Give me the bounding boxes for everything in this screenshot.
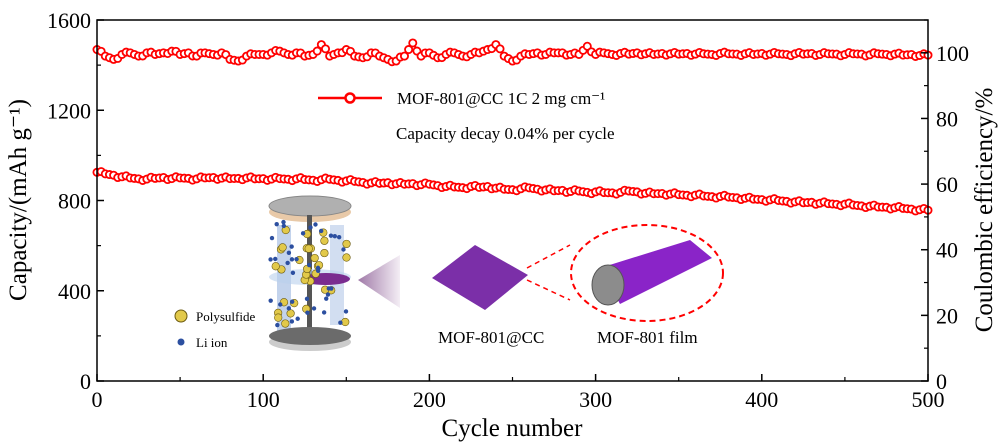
- polysulfide-particle: [342, 253, 351, 262]
- li-ion-particle: [274, 221, 279, 227]
- li-ion-particle: [281, 219, 286, 225]
- legend-li-ion-label: Li ion: [196, 335, 228, 350]
- li-ion-particle: [306, 262, 312, 268]
- li-ion-particle: [338, 320, 343, 325]
- y-tick-label-left: 1600: [47, 8, 91, 33]
- x-tick-label: 300: [579, 387, 612, 412]
- li-ion-particle: [286, 250, 292, 255]
- battery-schematic-inset: Polysulfide Li ion MOF-801@CC MOF-801 fi…: [174, 195, 724, 351]
- y-tick-label-right: 100: [936, 41, 969, 66]
- li-ion-particle: [294, 256, 299, 262]
- li-ion-particle: [278, 302, 283, 307]
- li-ion-particle: [324, 296, 329, 301]
- li-ion-particle: [336, 234, 342, 240]
- data-point: [495, 44, 505, 54]
- y-tick-label-right: 0: [936, 369, 947, 394]
- polysulfide-particle: [304, 244, 313, 253]
- li-ion-particle: [321, 310, 327, 315]
- legend-polysulfide-label: Polysulfide: [196, 309, 255, 324]
- legend-entry: MOF-801@CC 1C 2 mg cm⁻¹: [397, 89, 605, 108]
- capacity-decay-annotation: Capacity decay 0.04% per cycle: [396, 124, 615, 143]
- data-point: [408, 38, 418, 48]
- particles: [268, 219, 351, 328]
- mof-801-film-label: MOF-801 film: [597, 328, 698, 347]
- li-ion-particle: [275, 322, 280, 328]
- data-point: [312, 46, 322, 56]
- li-ion-particle: [285, 260, 290, 266]
- polysulfide-particle: [320, 236, 329, 245]
- polysulfide-particle: [278, 243, 287, 252]
- polysulfide-particle: [310, 253, 319, 263]
- li-ion-particle: [289, 299, 295, 304]
- x-tick-label: 100: [247, 387, 280, 412]
- li-ion-particle: [290, 270, 296, 275]
- mof-film-fiber-illustration: [600, 240, 712, 304]
- y-tick-label-right: 20: [936, 303, 958, 328]
- li-ion-particle: [300, 231, 306, 236]
- axes: 0 100 200 300 400 500040080012001600020406080…: [47, 8, 969, 412]
- mof-801-cc-label: MOF-801@CC: [438, 328, 544, 347]
- li-ion-particle: [315, 268, 321, 273]
- x-axis-title: Cycle number: [442, 415, 584, 442]
- legend: MOF-801@CC 1C 2 mg cm⁻¹ Capacity decay 0…: [318, 89, 615, 143]
- li-ion-particle: [313, 222, 318, 227]
- polysulfide-particle: [320, 248, 329, 258]
- mof-cc-mesh-illustration: [432, 245, 528, 310]
- polysulfide-particle: [271, 262, 280, 271]
- polysulfide-particle: [274, 313, 283, 322]
- polysulfide-particle: [341, 317, 350, 327]
- zoom-dashed-ellipse: [570, 224, 724, 322]
- x-tick-label: 200: [413, 387, 446, 412]
- y-tick-label-left: 0: [80, 369, 91, 394]
- li-ion-particle: [289, 244, 294, 249]
- li-ion-particle: [304, 296, 310, 302]
- li-ion-particle: [328, 233, 334, 238]
- li-ion-particle: [308, 225, 313, 230]
- data-marks: [92, 38, 933, 216]
- y-tick-label-right: 60: [936, 172, 958, 197]
- y-tick-label-right: 40: [936, 238, 958, 263]
- li-ion-particle: [305, 310, 310, 315]
- legend-marker: [344, 92, 356, 104]
- li-ion-particle: [289, 257, 295, 262]
- li-ion-particle: [273, 256, 278, 262]
- data-point: [399, 51, 409, 61]
- li-ion-particle: [281, 223, 287, 229]
- li-ion-particle: [295, 316, 300, 321]
- li-ion-particle: [325, 292, 331, 297]
- polysulfide-particle: [342, 239, 351, 249]
- li-ion-particle: [343, 309, 349, 314]
- data-point: [321, 44, 331, 54]
- x-tick-label: 400: [745, 387, 778, 412]
- y-tick-label-left: 1200: [47, 98, 91, 123]
- polysulfide-legend-marker: [174, 309, 188, 323]
- zoom-cone: [358, 255, 400, 308]
- y-axis-title-left: Capacity/(mAh g⁻¹): [5, 99, 32, 301]
- x-tick-label: 0: [92, 387, 103, 412]
- y-tick-label-left: 400: [58, 279, 91, 304]
- li-ion-particle: [289, 319, 295, 324]
- li-ion-particle: [311, 306, 317, 311]
- polysulfide-particle: [281, 319, 290, 328]
- y-tick-label-right: 80: [936, 106, 958, 131]
- li-ion-particle: [268, 257, 273, 262]
- y-axis-title-right: Coulombic efficiency/%: [971, 88, 998, 333]
- li-ion-particle: [269, 235, 275, 241]
- li-ion-legend-marker: [177, 338, 185, 346]
- li-ion-particle: [326, 286, 331, 291]
- y-tick-label-left: 800: [58, 189, 91, 214]
- polysulfide-particle: [286, 309, 295, 318]
- li-ion-particle: [341, 247, 346, 252]
- li-ion-particle: [286, 306, 292, 311]
- li-ion-particle: [332, 234, 338, 239]
- li-ion-particle: [268, 298, 273, 303]
- data-point: [404, 45, 414, 55]
- x-tick-label: 500: [912, 387, 945, 412]
- li-ion-particle: [318, 228, 324, 234]
